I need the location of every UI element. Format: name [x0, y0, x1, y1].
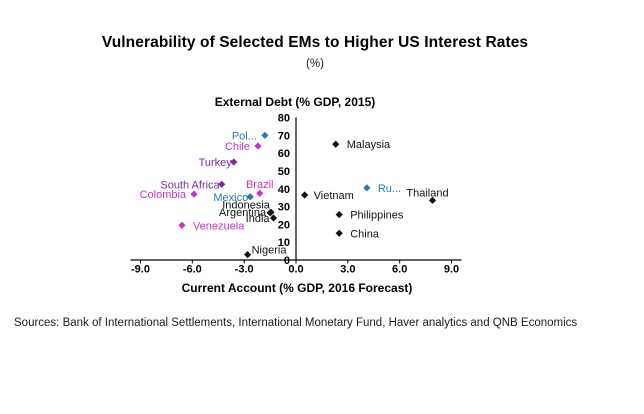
data-point-label-russia: Ru...	[378, 183, 401, 195]
data-point-label-vietnam: Vietnam	[314, 190, 354, 202]
data-point-label-south-africa: South Africa	[160, 179, 220, 191]
data-point-venezuela	[178, 221, 186, 229]
y-tick-label: 40	[278, 184, 290, 196]
data-point-label-poland: Pol...	[232, 130, 257, 142]
x-tick-label: 0.0	[288, 264, 303, 276]
x-tick-label: -6.0	[183, 264, 202, 276]
data-point-malaysia	[332, 140, 340, 148]
data-point-label-india: India	[246, 213, 271, 225]
data-point-label-malaysia: Malaysia	[347, 139, 391, 151]
y-tick-label: 30	[278, 202, 290, 214]
data-point-label-nigeria: Nigeria	[252, 245, 288, 257]
data-point-brazil	[256, 189, 264, 197]
x-tick-label: 6.0	[392, 264, 407, 276]
y-tick-label: 70	[278, 130, 290, 142]
x-tick-label: 3.0	[340, 264, 355, 276]
chart-title: Vulnerability of Selected EMs to Higher …	[101, 34, 529, 51]
data-point-turkey	[230, 158, 238, 166]
data-point-vietnam	[301, 191, 309, 199]
data-point-label-colombia: Colombia	[140, 189, 187, 201]
data-point-label-argentina: Argentina	[219, 207, 267, 219]
y-tick-label: 0	[284, 255, 290, 267]
data-point-poland	[261, 131, 269, 139]
data-point-label-china: China	[350, 228, 380, 240]
y-tick-label: 50	[278, 166, 290, 178]
x-axis-title: Current Account (% GDP, 2016 Forecast)	[181, 281, 413, 295]
x-tick-label: 9.0	[444, 264, 459, 276]
y-tick-label: 10	[278, 237, 290, 249]
y-tick-label: 80	[278, 113, 290, 125]
data-point-nigeria	[244, 251, 252, 259]
data-point-label-mexico: Mexico	[213, 192, 248, 204]
y-tick-label: 60	[278, 148, 290, 160]
data-point-label-philippines: Philippines	[350, 210, 404, 222]
x-tick-label: -3.0	[235, 264, 254, 276]
x-tick-label: -9.0	[131, 264, 150, 276]
data-point-china	[335, 229, 343, 237]
data-point-india	[269, 214, 278, 222]
y-tick-label: 20	[278, 219, 290, 231]
data-point-label-turkey: Turkey	[199, 157, 233, 169]
data-point-russia	[363, 184, 371, 192]
data-point-label-chile: Chile	[225, 141, 250, 153]
data-point-thailand	[428, 196, 437, 204]
sources-note: Sources: Bank of International Settlemen…	[14, 317, 578, 329]
chart-subtitle: (%)	[306, 58, 324, 70]
data-point-chile	[254, 142, 262, 150]
data-point-south-africa	[218, 180, 226, 188]
y-axis-title: External Debt (% GDP, 2015)	[214, 95, 376, 109]
data-point-argentina	[266, 209, 274, 217]
data-point-mexico	[246, 193, 254, 201]
data-point-label-venezuela: Venezuela	[193, 220, 245, 232]
data-point-label-brazil: Brazil	[246, 179, 274, 191]
data-point-label-indonesia: Indonesia	[222, 199, 271, 211]
data-point-label-thailand: Thailand	[406, 187, 448, 199]
data-point-colombia	[190, 190, 198, 198]
data-point-philippines	[335, 210, 343, 219]
